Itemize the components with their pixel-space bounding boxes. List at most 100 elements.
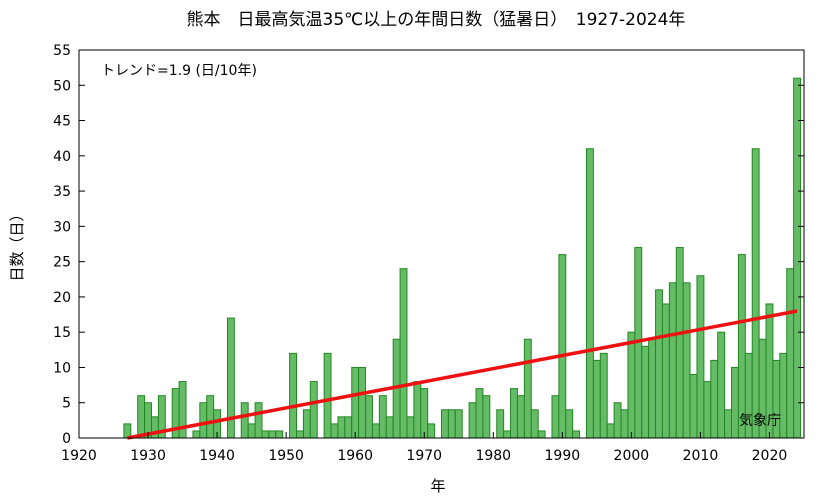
bar-1965 bbox=[385, 416, 394, 439]
bar-1967 bbox=[399, 268, 408, 439]
bar-1997 bbox=[606, 423, 615, 439]
bar-1964 bbox=[378, 395, 387, 439]
y-tick-label: 40 bbox=[53, 149, 71, 165]
bar-1959 bbox=[344, 416, 353, 439]
bar-1939 bbox=[206, 395, 215, 439]
bar-2023 bbox=[786, 268, 795, 439]
y-tick-label: 35 bbox=[53, 184, 71, 200]
bar-1981 bbox=[496, 409, 505, 439]
bar-1973 bbox=[441, 409, 449, 439]
bar-1994 bbox=[586, 148, 594, 439]
bar-2007 bbox=[675, 247, 684, 439]
bar-1929 bbox=[137, 395, 146, 439]
bar-2008 bbox=[682, 282, 691, 439]
bar-1956 bbox=[323, 352, 332, 439]
bar-1953 bbox=[302, 409, 311, 439]
y-tick-label: 30 bbox=[53, 219, 71, 235]
y-tick-label: 25 bbox=[53, 255, 71, 271]
bar-1991 bbox=[565, 409, 574, 439]
y-tick-label: 5 bbox=[62, 396, 71, 412]
bar-1961 bbox=[358, 366, 367, 439]
y-tick-label: 55 bbox=[53, 43, 71, 59]
bar-1987 bbox=[537, 430, 546, 439]
bar-1971 bbox=[427, 423, 436, 439]
bar-1978 bbox=[475, 388, 484, 439]
bar-2010 bbox=[696, 275, 705, 439]
bar-2011 bbox=[703, 381, 712, 439]
bar-1995 bbox=[592, 359, 601, 439]
x-axis: 1920 1930 1940 1950 1960 1970 1980 1990 2000 2010… bbox=[61, 432, 787, 464]
bar-1986 bbox=[530, 409, 539, 439]
chart-title: 熊本 日最高気温35℃以上の年間日数（猛暑日） 1927-2024年 bbox=[187, 10, 686, 30]
bar-1969 bbox=[413, 381, 422, 439]
x-tick-label: 1950 bbox=[268, 448, 304, 464]
bar-1990 bbox=[558, 254, 567, 439]
bar-2009 bbox=[689, 374, 698, 439]
bar-1954 bbox=[309, 381, 318, 439]
source-label: 気象庁 bbox=[739, 413, 781, 429]
bar-1948 bbox=[268, 430, 277, 439]
bar-2015 bbox=[731, 366, 739, 439]
bar-1979 bbox=[482, 395, 491, 439]
x-tick-label: 2010 bbox=[683, 448, 719, 464]
trend-line bbox=[127, 309, 798, 440]
bar-1952 bbox=[296, 430, 304, 439]
trend-label: トレンド=1.9 (日/10年) bbox=[101, 63, 257, 79]
bar-2013 bbox=[717, 331, 726, 439]
bar-1947 bbox=[261, 430, 270, 439]
x-tick-label: 1940 bbox=[199, 448, 235, 464]
bar-group bbox=[123, 77, 802, 439]
bar-1944 bbox=[240, 402, 249, 439]
bar-1958 bbox=[337, 416, 346, 439]
y-tick-label: 20 bbox=[53, 290, 71, 306]
bar-2005 bbox=[661, 303, 670, 439]
bar-1968 bbox=[406, 416, 415, 439]
bar-1989 bbox=[551, 395, 560, 439]
x-tick-label: 1920 bbox=[61, 448, 97, 464]
bar-2014 bbox=[724, 409, 732, 439]
bar-1998 bbox=[613, 402, 622, 439]
bar-2024 bbox=[793, 77, 802, 439]
bar-1945 bbox=[247, 423, 256, 439]
y-axis-label: 日数（日） bbox=[8, 206, 26, 281]
y-tick-label: 15 bbox=[53, 325, 71, 341]
x-axis-label: 年 bbox=[430, 477, 445, 495]
x-tick-label: 1990 bbox=[545, 448, 581, 464]
bar-1962 bbox=[365, 395, 373, 439]
x-tick-label: 1980 bbox=[475, 448, 511, 464]
y-tick-label: 0 bbox=[62, 431, 71, 447]
bar-1983 bbox=[510, 388, 518, 439]
bar-1999 bbox=[620, 409, 629, 439]
x-tick-label: 1930 bbox=[130, 448, 166, 464]
bar-2003 bbox=[648, 338, 657, 439]
bar-2016 bbox=[737, 254, 746, 439]
bar-1937 bbox=[192, 430, 201, 439]
bar-1960 bbox=[351, 366, 360, 439]
y-tick-label: 10 bbox=[53, 360, 71, 376]
bar-1957 bbox=[330, 423, 339, 439]
x-tick-label: 1970 bbox=[406, 448, 442, 464]
bar-1977 bbox=[468, 402, 477, 439]
plot-frame bbox=[78, 49, 805, 439]
bar-1970 bbox=[420, 388, 429, 439]
bar-1975 bbox=[454, 409, 463, 439]
bar-1996 bbox=[599, 352, 608, 439]
bar-1992 bbox=[572, 430, 581, 439]
x-tick-label: 2000 bbox=[614, 448, 650, 464]
bar-1985 bbox=[523, 338, 532, 439]
bar-1938 bbox=[199, 402, 208, 439]
bar-2002 bbox=[641, 345, 650, 439]
bar-1949 bbox=[275, 430, 284, 439]
bar-2006 bbox=[668, 282, 677, 439]
y-axis: 0 5 10 15 20 25 30 35 40 45 50 55 bbox=[53, 43, 804, 447]
x-tick-label: 1960 bbox=[337, 448, 373, 464]
bar-1951 bbox=[289, 352, 298, 439]
y-tick-label: 45 bbox=[53, 114, 71, 130]
y-tick-label: 50 bbox=[53, 78, 71, 94]
bar-2018 bbox=[751, 148, 760, 439]
bar-2012 bbox=[710, 359, 719, 439]
bar-1974 bbox=[447, 409, 456, 439]
bar-2004 bbox=[655, 289, 663, 439]
bar-1984 bbox=[516, 395, 525, 439]
